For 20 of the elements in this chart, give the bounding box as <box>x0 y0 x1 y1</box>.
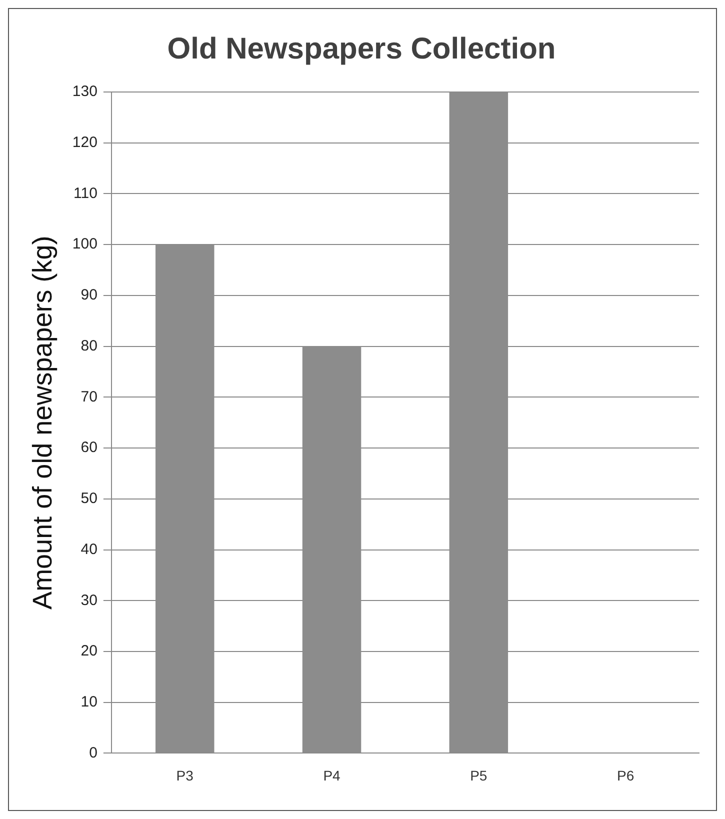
y-axis-title: Amount of old newspapers (kg) <box>28 236 58 610</box>
y-tick-label: 90 <box>80 286 98 304</box>
y-tick-label: 80 <box>80 337 98 354</box>
y-tick-label: 130 <box>72 83 98 100</box>
chart-title: Old Newspapers Collection <box>167 32 556 66</box>
y-tick-label: 120 <box>72 134 98 151</box>
y-tick-label: 110 <box>74 184 98 202</box>
y-tick-label: 60 <box>80 439 98 456</box>
x-tick-label: P6 <box>616 767 634 784</box>
y-tick-label: 100 <box>72 236 98 253</box>
y-tick-label: 30 <box>80 592 98 609</box>
x-tick-label: P4 <box>323 767 341 784</box>
y-tick-label: 20 <box>80 642 98 660</box>
y-tick-label: 0 <box>89 744 98 762</box>
y-tick-label: 10 <box>80 693 98 710</box>
y-tick-label: 40 <box>80 540 98 558</box>
y-tick-label: 50 <box>80 490 98 508</box>
x-tick-label: P3 <box>176 767 194 784</box>
x-tick-label: P5 <box>470 767 488 784</box>
y-tick-label: 70 <box>80 388 98 406</box>
